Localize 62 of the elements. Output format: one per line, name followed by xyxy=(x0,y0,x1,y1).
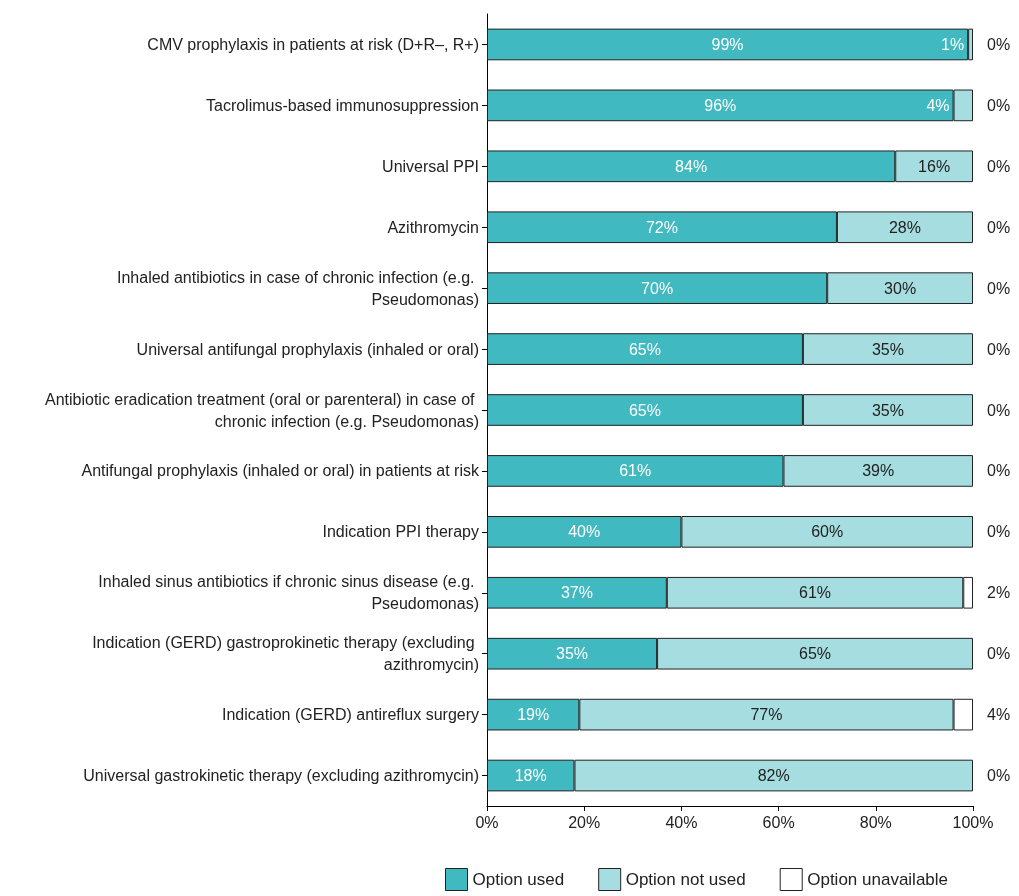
y-tick-label: Universal antifungal prophylaxis (inhaled or oral) xyxy=(136,340,479,358)
data-label: 4% xyxy=(987,706,1011,724)
data-label: 0% xyxy=(987,645,1011,663)
y-tick-label: CMV prophylaxis in patients at risk (D+R–, R+) xyxy=(147,35,479,53)
y-tick-label: Inhaled sinus antibiotics if chronic sinus disease (e.g. Pseudomonas) xyxy=(98,573,479,613)
y-tick-label: Azithromycin xyxy=(387,218,479,236)
data-label: 37% xyxy=(560,584,593,602)
data-label: 35% xyxy=(871,340,904,358)
legend-label: Option used xyxy=(472,870,565,889)
data-label: 1% xyxy=(941,35,965,53)
y-tick-label: Indication (GERD) antireflux surgery xyxy=(222,706,479,724)
data-label: 77% xyxy=(750,706,783,724)
data-label: 18% xyxy=(514,767,547,785)
data-label: 19% xyxy=(517,706,550,724)
data-label: 96% xyxy=(704,96,737,114)
bar xyxy=(487,28,969,61)
data-label: 0% xyxy=(987,462,1011,480)
y-tick-label: Indication PPI therapy xyxy=(322,523,479,541)
y-tick-label: Universal PPI xyxy=(382,157,479,175)
data-label: 0% xyxy=(987,767,1011,785)
data-label: 35% xyxy=(871,401,904,419)
data-label: 0% xyxy=(987,279,1011,297)
data-label: 2% xyxy=(987,584,1011,602)
y-tick-label: Indication (GERD) gastroprokinetic therapy (excluding azithromycin) xyxy=(92,634,479,674)
data-label: 84% xyxy=(675,157,708,175)
y-tick-label: Universal gastrokinetic therapy (excluding azithromycin) xyxy=(83,767,479,785)
y-tick-label: Antibiotic eradication treatment (oral or parenteral) in case of chronic infection (e.g. Pseudomonas) xyxy=(45,390,479,430)
legend-label: Option unavailable xyxy=(807,870,949,889)
data-label: 28% xyxy=(888,218,921,236)
x-tick-label: 60% xyxy=(762,813,795,831)
x-tick-label: 40% xyxy=(665,813,698,831)
data-label: 60% xyxy=(811,523,844,541)
data-label: 0% xyxy=(987,401,1011,419)
data-label: 65% xyxy=(628,401,661,419)
data-label: 16% xyxy=(918,157,951,175)
x-tick-label: 100% xyxy=(952,813,994,831)
data-label: 72% xyxy=(645,218,678,236)
data-label: 30% xyxy=(884,279,917,297)
data-label: 35% xyxy=(556,645,589,663)
data-label: 65% xyxy=(628,340,661,358)
data-label: 70% xyxy=(641,279,674,297)
data-label: 0% xyxy=(987,340,1011,358)
data-label: 4% xyxy=(926,96,950,114)
y-tick-label: Antifungal prophylaxis (inhaled or oral) in patients at risk xyxy=(81,462,480,480)
data-label: 99% xyxy=(711,35,744,53)
legend-label: Option not used xyxy=(625,870,746,889)
x-tick-label: 20% xyxy=(568,813,601,831)
data-label: 40% xyxy=(568,523,601,541)
data-label: 0% xyxy=(987,523,1011,541)
x-tick-label: 80% xyxy=(859,813,892,831)
data-label: 82% xyxy=(757,767,790,785)
data-label: 39% xyxy=(862,462,895,480)
data-label: 61% xyxy=(799,584,832,602)
data-label: 0% xyxy=(987,35,1011,53)
data-label: 61% xyxy=(619,462,652,480)
y-tick-label: Tacrolimus-based immunosuppression xyxy=(205,96,479,114)
data-label: 0% xyxy=(987,218,1011,236)
y-tick-label: Inhaled antibiotics in case of chronic infection (e.g. Pseudomonas) xyxy=(117,268,479,308)
data-label: 0% xyxy=(987,96,1011,114)
data-label: 0% xyxy=(987,157,1011,175)
x-tick-label: 0% xyxy=(475,813,499,831)
data-label: 65% xyxy=(799,645,832,663)
